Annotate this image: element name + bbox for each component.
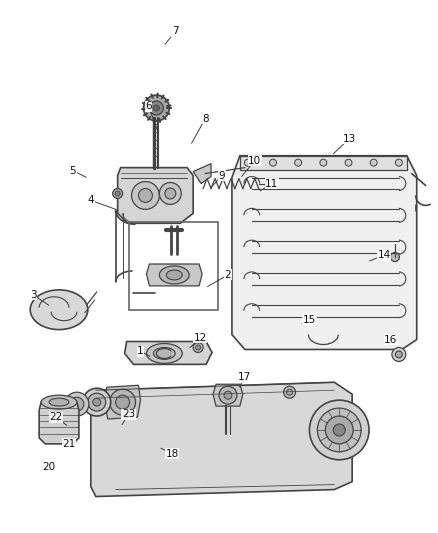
Circle shape [70, 397, 84, 411]
Circle shape [131, 182, 159, 209]
Circle shape [283, 386, 296, 398]
Text: 4: 4 [88, 196, 94, 205]
Circle shape [396, 351, 403, 358]
Circle shape [333, 424, 345, 436]
Circle shape [149, 101, 163, 115]
Text: 22: 22 [49, 412, 63, 422]
Polygon shape [118, 168, 193, 223]
Ellipse shape [30, 290, 88, 329]
Polygon shape [213, 384, 243, 406]
Circle shape [116, 395, 130, 409]
Circle shape [165, 188, 176, 199]
Circle shape [65, 392, 89, 416]
Polygon shape [105, 385, 141, 419]
Text: 20: 20 [42, 462, 56, 472]
Circle shape [370, 159, 377, 166]
Circle shape [224, 391, 232, 399]
Circle shape [390, 253, 399, 262]
Polygon shape [240, 156, 407, 169]
Text: 6: 6 [145, 101, 152, 111]
Ellipse shape [49, 398, 69, 406]
Ellipse shape [166, 270, 182, 280]
Circle shape [266, 179, 276, 189]
Circle shape [244, 159, 251, 166]
Circle shape [153, 105, 159, 111]
Bar [129, 222, 218, 310]
Circle shape [318, 408, 361, 452]
Circle shape [138, 189, 152, 203]
Text: 15: 15 [303, 314, 316, 325]
Circle shape [196, 345, 201, 350]
Circle shape [286, 389, 293, 395]
Circle shape [144, 95, 170, 121]
Text: 14: 14 [377, 250, 391, 260]
Text: 1: 1 [137, 346, 144, 357]
Polygon shape [91, 382, 352, 497]
Text: 12: 12 [194, 333, 207, 343]
Text: 11: 11 [265, 179, 278, 189]
Polygon shape [39, 402, 79, 444]
Circle shape [93, 398, 101, 406]
Text: 21: 21 [62, 439, 76, 449]
Circle shape [325, 416, 353, 444]
Text: 10: 10 [248, 156, 261, 166]
Text: 2: 2 [225, 270, 231, 280]
Circle shape [269, 159, 276, 166]
Circle shape [113, 189, 123, 198]
Ellipse shape [153, 348, 175, 359]
Circle shape [295, 159, 302, 166]
Ellipse shape [41, 395, 77, 409]
Circle shape [219, 386, 237, 404]
Circle shape [309, 400, 369, 460]
Text: 5: 5 [70, 166, 76, 175]
Circle shape [320, 159, 327, 166]
Circle shape [159, 182, 181, 204]
Circle shape [110, 389, 135, 415]
Polygon shape [193, 164, 211, 183]
Circle shape [83, 388, 111, 416]
Text: 17: 17 [238, 372, 251, 382]
Text: 8: 8 [202, 114, 208, 124]
Polygon shape [232, 156, 417, 350]
Polygon shape [146, 264, 202, 286]
Text: 13: 13 [343, 134, 356, 144]
Text: 7: 7 [172, 27, 179, 36]
Circle shape [88, 393, 106, 411]
Text: 18: 18 [166, 449, 179, 459]
Circle shape [345, 159, 352, 166]
Circle shape [115, 191, 120, 196]
Polygon shape [124, 342, 212, 365]
Text: 3: 3 [30, 290, 36, 300]
Text: 23: 23 [122, 409, 135, 419]
Ellipse shape [146, 343, 182, 364]
Ellipse shape [159, 266, 189, 284]
Text: 9: 9 [219, 171, 225, 181]
Circle shape [392, 348, 406, 361]
Text: 16: 16 [384, 335, 398, 344]
Circle shape [193, 343, 203, 352]
Circle shape [396, 159, 403, 166]
